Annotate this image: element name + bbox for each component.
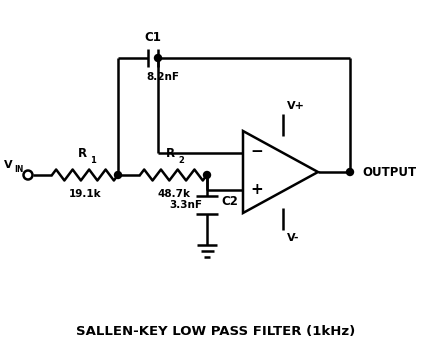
Circle shape	[203, 172, 210, 179]
Text: V+: V+	[287, 101, 305, 111]
Text: 48.7k: 48.7k	[157, 189, 190, 199]
Circle shape	[155, 54, 162, 61]
Text: 19.1k: 19.1k	[69, 189, 102, 199]
Text: V-: V-	[287, 233, 299, 243]
Circle shape	[114, 172, 121, 179]
Text: R: R	[166, 147, 175, 160]
Text: 8.2nF: 8.2nF	[146, 72, 179, 82]
Text: 3.3nF: 3.3nF	[169, 200, 202, 210]
Circle shape	[346, 168, 353, 175]
Text: −: −	[251, 144, 264, 160]
Text: C1: C1	[145, 31, 162, 44]
Text: 2: 2	[178, 156, 184, 165]
Text: IN: IN	[14, 165, 23, 174]
Text: V: V	[4, 160, 13, 170]
Text: +: +	[251, 181, 264, 197]
Text: SALLEN-KEY LOW PASS FILTER (1kHz): SALLEN-KEY LOW PASS FILTER (1kHz)	[76, 324, 356, 337]
Text: OUTPUT: OUTPUT	[362, 166, 416, 179]
Text: 1: 1	[90, 156, 96, 165]
Text: C2: C2	[221, 195, 238, 208]
Text: R: R	[77, 147, 86, 160]
